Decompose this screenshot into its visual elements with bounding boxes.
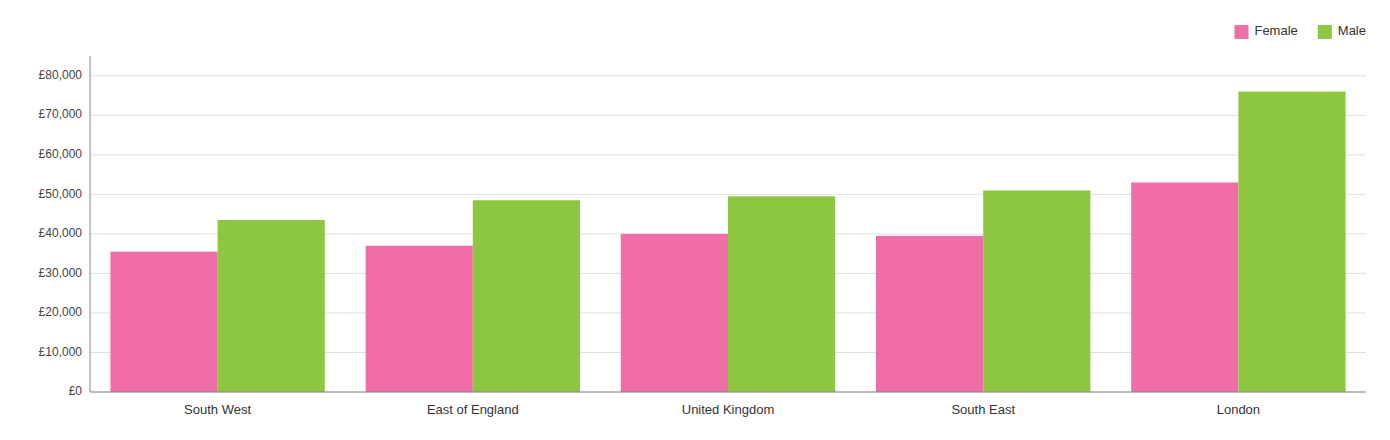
legend-label: Male bbox=[1338, 23, 1366, 38]
x-tick-label: United Kingdom bbox=[682, 402, 775, 417]
y-tick-label: £50,000 bbox=[39, 187, 83, 201]
bar bbox=[621, 234, 728, 392]
bar bbox=[218, 220, 325, 392]
y-tick-label: £60,000 bbox=[39, 147, 83, 161]
bar bbox=[983, 190, 1090, 392]
grid-line bbox=[90, 75, 1366, 76]
bar bbox=[876, 236, 983, 392]
x-tick-label: London bbox=[1217, 402, 1260, 417]
legend-swatch bbox=[1234, 25, 1248, 39]
y-tick-label: £40,000 bbox=[39, 226, 83, 240]
legend-swatch bbox=[1318, 25, 1332, 39]
x-axis: South West East of England United Kingdom S… bbox=[90, 392, 1366, 417]
grid-line bbox=[90, 154, 1366, 155]
chart-container: £0 £10,000 £20,000 £30,000 £40,000 £50,000 £60… bbox=[0, 0, 1390, 440]
y-tick-label: £70,000 bbox=[39, 107, 83, 121]
grid-line bbox=[90, 115, 1366, 116]
grid-line bbox=[90, 392, 1366, 393]
legend: Female Male bbox=[1234, 23, 1366, 39]
x-tick-label: East of England bbox=[427, 402, 519, 417]
bar bbox=[110, 252, 217, 392]
x-tick-label: South East bbox=[951, 402, 1015, 417]
bar-series bbox=[218, 92, 1346, 392]
grid bbox=[90, 76, 1366, 392]
bar bbox=[1238, 92, 1345, 392]
y-tick-label: £0 bbox=[69, 384, 83, 398]
y-axis: £0 £10,000 £20,000 £30,000 £40,000 £50,000 £60… bbox=[39, 56, 90, 398]
chart-svg: £0 £10,000 £20,000 £30,000 £40,000 £50,000 £60… bbox=[0, 0, 1390, 440]
y-tick-label: £10,000 bbox=[39, 345, 83, 359]
bar bbox=[473, 200, 580, 392]
y-tick-label: £20,000 bbox=[39, 305, 83, 319]
y-tick-label: £80,000 bbox=[39, 68, 83, 82]
x-tick-label: South West bbox=[184, 402, 251, 417]
bar bbox=[1131, 182, 1238, 392]
bar bbox=[366, 246, 473, 392]
bars bbox=[110, 92, 1345, 392]
legend-label: Female bbox=[1254, 23, 1297, 38]
bar-series bbox=[110, 182, 1238, 392]
x-axis-line bbox=[90, 392, 1366, 393]
y-axis-line bbox=[90, 56, 91, 392]
bar bbox=[728, 196, 835, 392]
y-tick-label: £30,000 bbox=[39, 266, 83, 280]
